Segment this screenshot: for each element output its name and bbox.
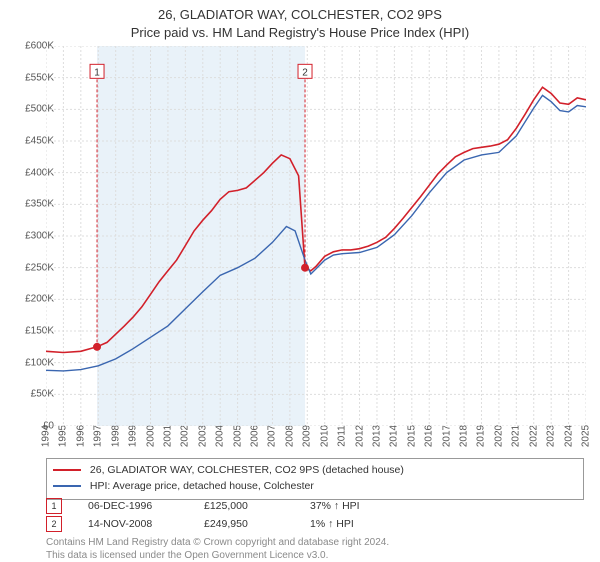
sale-price-2: £249,950 [204,518,284,530]
title-line-1: 26, GLADIATOR WAY, COLCHESTER, CO2 9PS [0,6,600,24]
footnote: Contains HM Land Registry data © Crown c… [46,536,586,562]
sale-row-1: 1 06-DEC-1996 £125,000 37% ↑ HPI [46,498,586,514]
sale-date-1: 06-DEC-1996 [88,500,178,512]
sale-marker-1: 1 [46,498,62,514]
sale-price-1: £125,000 [204,500,284,512]
legend-item-1: 26, GLADIATOR WAY, COLCHESTER, CO2 9PS (… [53,463,577,479]
chart-title: 26, GLADIATOR WAY, COLCHESTER, CO2 9PS P… [0,0,600,41]
sale-delta-2: 1% ↑ HPI [310,518,354,530]
legend-label-1: 26, GLADIATOR WAY, COLCHESTER, CO2 9PS (… [90,464,404,476]
sale-delta-1: 37% ↑ HPI [310,500,360,512]
legend-item-2: HPI: Average price, detached house, Colc… [53,479,577,495]
svg-text:1: 1 [94,67,100,78]
sale-row-2: 2 14-NOV-2008 £249,950 1% ↑ HPI [46,516,586,532]
legend-swatch-2 [53,485,81,487]
legend-swatch-1 [53,469,81,471]
title-line-2: Price paid vs. HM Land Registry's House … [0,24,600,42]
sale-date-2: 14-NOV-2008 [88,518,178,530]
chart-container: 26, GLADIATOR WAY, COLCHESTER, CO2 9PS P… [0,0,600,560]
line-chart: 12 [46,46,586,426]
legend-label-2: HPI: Average price, detached house, Colc… [90,480,314,492]
svg-text:2: 2 [302,67,308,78]
sale-marker-2: 2 [46,516,62,532]
legend: 26, GLADIATOR WAY, COLCHESTER, CO2 9PS (… [46,458,584,500]
